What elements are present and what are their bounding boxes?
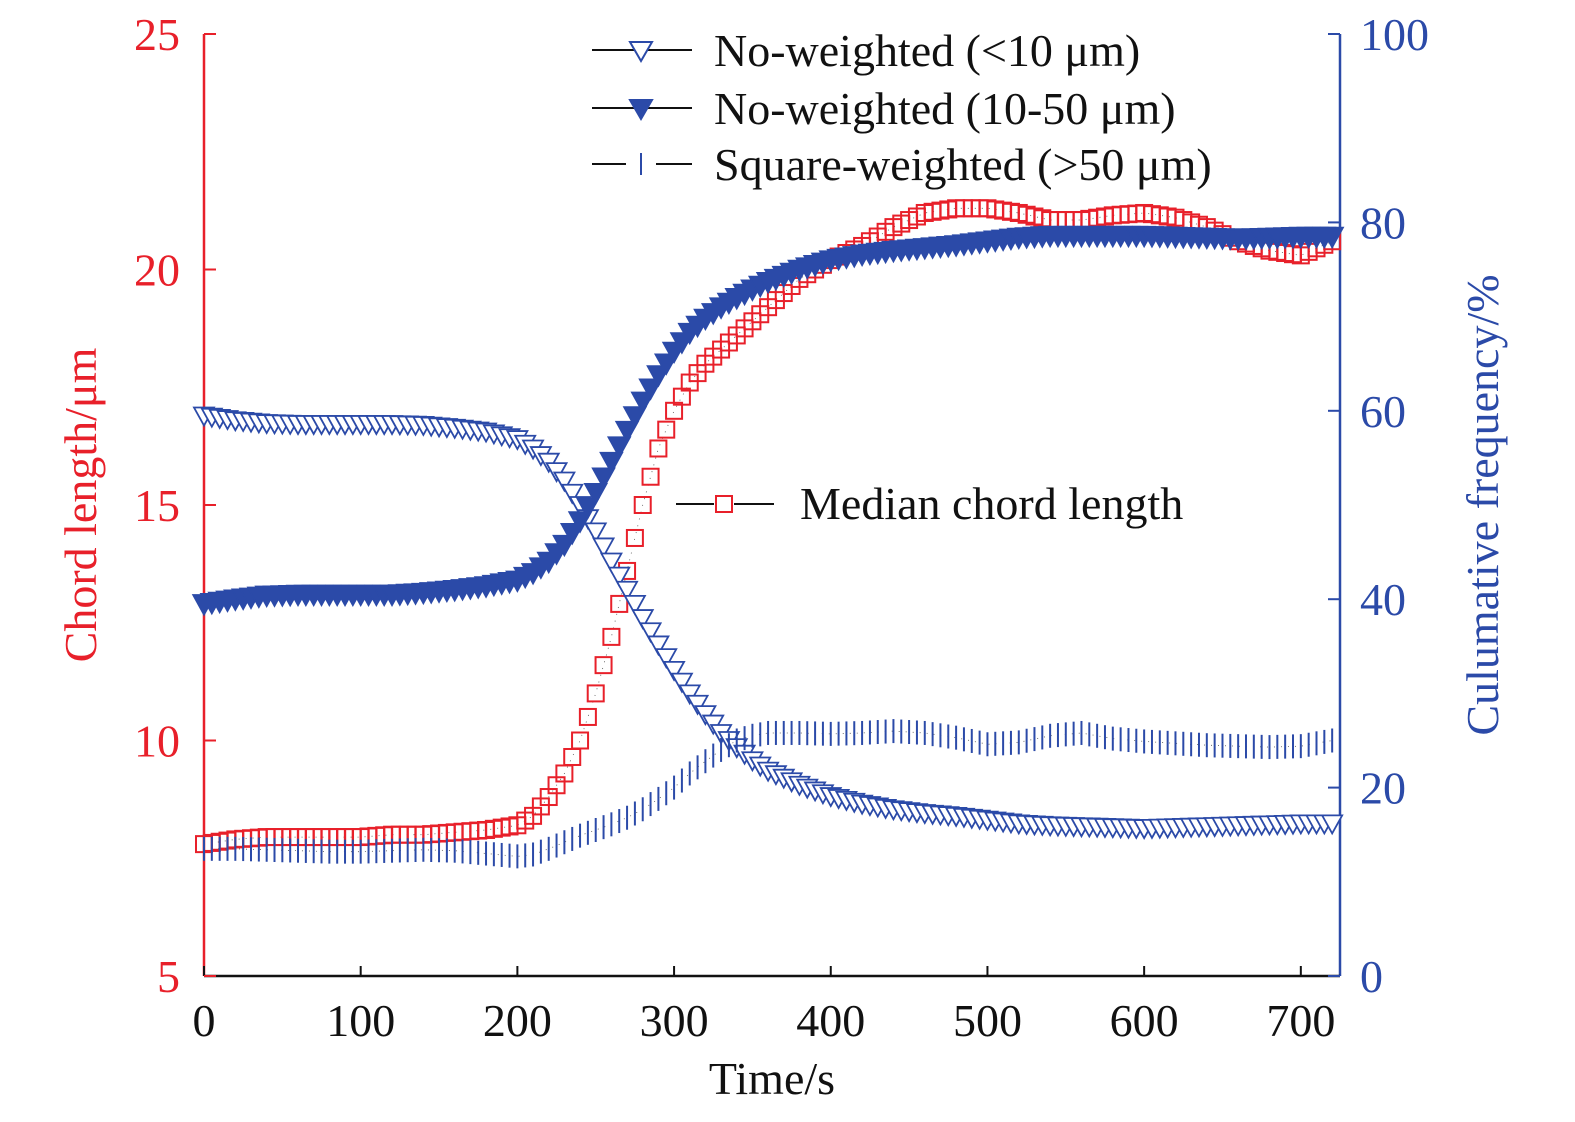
data-point xyxy=(614,420,640,444)
x-tick-label: 200 xyxy=(483,995,552,1046)
x-axis-title: Time/s xyxy=(709,1053,835,1104)
legend-entry-2: No-weighted (10-50 μm) xyxy=(592,83,1176,134)
left-y-tick-label: 15 xyxy=(134,480,180,531)
data-point xyxy=(584,522,608,544)
x-tick-label: 100 xyxy=(326,995,395,1046)
right-y-tick-label: 20 xyxy=(1360,763,1406,814)
legend-open-triangle-icon xyxy=(628,41,654,63)
data-point xyxy=(583,483,608,506)
data-point xyxy=(563,747,582,766)
data-point xyxy=(654,648,678,669)
annotation-open-square-icon xyxy=(715,495,733,513)
data-point xyxy=(638,378,663,401)
data-point xyxy=(567,511,593,534)
data-point xyxy=(606,436,632,459)
legend-label-1: No-weighted (<10 μm) xyxy=(714,25,1140,76)
data-point xyxy=(678,684,702,706)
right-y-tick-label: 0 xyxy=(1360,951,1383,1002)
left-y-ticks: 5 10 15 20 25 xyxy=(134,9,216,1002)
series-open-triangle-down xyxy=(192,406,1344,840)
legend-label-2: No-weighted (10-50 μm) xyxy=(714,83,1176,134)
data-point xyxy=(630,391,655,414)
series-layer xyxy=(191,199,1345,869)
median-annotation: Median chord length xyxy=(676,478,1183,529)
data-point xyxy=(592,537,616,559)
data-point xyxy=(615,580,639,602)
series-filled-triangle-down xyxy=(191,225,1345,617)
left-y-tick-label: 25 xyxy=(134,9,180,60)
data-point xyxy=(623,595,647,616)
right-y-axis-title: Culumative frequency/% xyxy=(1457,274,1508,735)
right-y-tick-label: 100 xyxy=(1360,9,1429,60)
data-point xyxy=(631,609,655,630)
left-y-tick-label: 5 xyxy=(157,951,180,1002)
data-point xyxy=(610,594,629,613)
median-annotation-label: Median chord length xyxy=(800,478,1183,529)
x-tick-label: 400 xyxy=(796,995,865,1046)
x-tick-label: 500 xyxy=(953,995,1022,1046)
data-point xyxy=(599,552,623,574)
x-ticks: 0 100 200 300 400 500 600 700 xyxy=(193,966,1335,1046)
data-point xyxy=(602,627,621,646)
data-point xyxy=(622,406,648,429)
data-point xyxy=(591,467,616,490)
data-point xyxy=(594,656,613,675)
left-y-axis-title: Chord length/μm xyxy=(55,347,106,662)
series-connector xyxy=(204,730,1333,857)
data-point xyxy=(1319,226,1345,250)
x-tick-label: 600 xyxy=(1110,995,1179,1046)
data-point xyxy=(639,622,663,644)
data-point xyxy=(1320,814,1344,836)
data-point xyxy=(599,451,624,475)
data-point xyxy=(578,707,597,726)
data-point xyxy=(560,483,584,505)
data-point xyxy=(662,660,686,682)
data-point xyxy=(641,467,660,486)
right-y-tick-label: 40 xyxy=(1360,574,1406,625)
legend-filled-triangle-icon xyxy=(628,99,654,121)
left-y-tick-label: 20 xyxy=(134,245,180,296)
data-point xyxy=(625,528,644,547)
data-point xyxy=(657,420,676,439)
right-y-tick-label: 60 xyxy=(1360,386,1406,437)
x-tick-label: 700 xyxy=(1266,995,1335,1046)
data-point xyxy=(649,439,668,458)
data-point xyxy=(633,496,652,514)
legend: No-weighted (<10 μm) No-weighted (10-50 … xyxy=(592,25,1212,190)
data-point xyxy=(571,731,590,750)
data-point xyxy=(575,497,601,520)
series-vertical-bar xyxy=(203,719,1334,869)
legend-entry-1: No-weighted (<10 μm) xyxy=(592,25,1140,76)
right-y-ticks: 0 20 40 60 80 100 xyxy=(1328,9,1429,1002)
legend-label-3: Square-weighted (>50 μm) xyxy=(714,139,1212,190)
x-tick-label: 0 xyxy=(193,995,216,1046)
data-point xyxy=(552,471,576,493)
data-point xyxy=(607,566,631,588)
right-y-tick-label: 80 xyxy=(1360,197,1406,248)
legend-entry-3: Square-weighted (>50 μm) xyxy=(592,139,1212,190)
data-point xyxy=(586,684,605,703)
left-y-tick-label: 10 xyxy=(134,716,180,767)
data-point xyxy=(670,672,694,694)
data-point xyxy=(686,694,710,716)
data-point xyxy=(646,635,670,657)
x-tick-label: 300 xyxy=(640,995,709,1046)
